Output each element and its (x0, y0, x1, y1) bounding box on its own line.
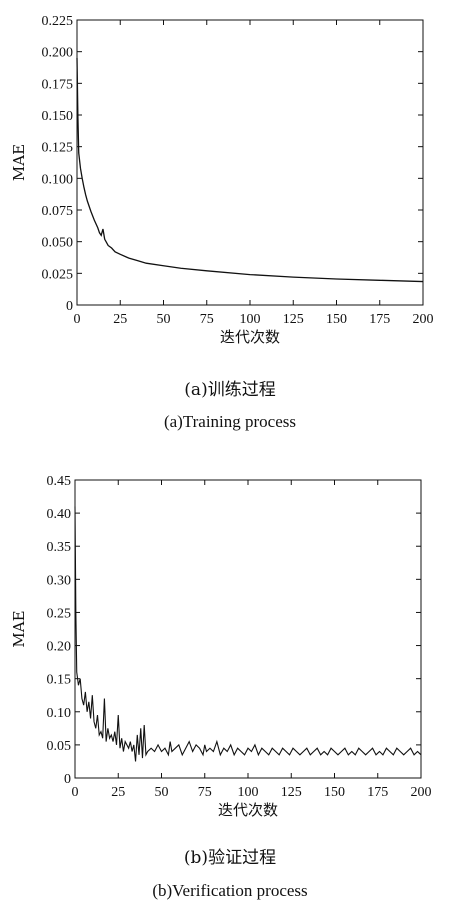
x-tick-label: 200 (413, 312, 434, 327)
y-tick-label: 0.025 (42, 267, 74, 282)
x-tick-label: 150 (326, 312, 347, 327)
x-tick-label: 25 (113, 312, 127, 327)
y-tick-label: 0.20 (47, 640, 72, 655)
y-tick-label: 0.150 (42, 109, 74, 124)
caption-english: (b)Verification process (152, 881, 307, 900)
x-tick-label: 50 (155, 785, 169, 800)
plot-frame (76, 19, 424, 306)
y-axis-label: MAE (10, 610, 28, 647)
y-tick-label: 0.175 (42, 77, 74, 92)
y-tick-label: 0.45 (47, 474, 72, 489)
x-tick-label: 25 (111, 785, 125, 800)
caption-english: (a)Training process (164, 412, 296, 431)
y-axis-ticks: 0 0.025 0.050 0.075 0.100 0.125 0.150 0.175 0.20… (42, 14, 423, 314)
x-tick-label: 200 (411, 785, 432, 800)
y-tick-label: 0.25 (47, 606, 72, 621)
caption-chinese: (b)验证过程 (184, 848, 276, 868)
x-axis-label: 迭代次数 (220, 328, 280, 346)
x-tick-label: 175 (367, 785, 388, 800)
y-tick-label: 0.200 (42, 46, 74, 61)
caption-chinese: (a)训练过程 (184, 380, 275, 400)
x-axis-label: 迭代次数 (218, 801, 278, 819)
x-tick-label: 125 (283, 312, 304, 327)
x-tick-label: 100 (240, 312, 261, 327)
x-tick-label: 150 (324, 785, 345, 800)
y-tick-label: 0.30 (47, 573, 72, 588)
y-tick-label: 0.075 (42, 204, 74, 219)
x-axis-ticks: 0 25 50 75 100 125 150 175 200 (72, 480, 432, 800)
y-tick-label: 0 (66, 299, 73, 314)
y-tick-label: 0.05 (47, 739, 72, 754)
x-tick-label: 75 (200, 312, 214, 327)
y-tick-label: 0.050 (42, 236, 74, 251)
y-tick-label: 0.15 (47, 673, 72, 688)
x-tick-label: 75 (198, 785, 212, 800)
y-tick-label: 0.225 (42, 14, 74, 29)
x-tick-label: 0 (72, 785, 79, 800)
x-tick-label: 175 (369, 312, 390, 327)
y-axis-ticks: 0 0.05 0.10 0.15 0.20 0.25 0.30 0.35 0.40 0.45 (47, 474, 421, 787)
x-tick-label: 50 (157, 312, 171, 327)
x-tick-label: 0 (74, 312, 81, 327)
chart-training: 0 0.025 0.050 0.075 0.100 0.125 0.150 0.175 0.20… (10, 14, 434, 431)
y-tick-label: 0.125 (42, 141, 74, 156)
series-line (76, 57, 424, 283)
series-line (74, 506, 422, 762)
chart-verification: 0 0.05 0.10 0.15 0.20 0.25 0.30 0.35 0.40 0.45 0 2… (10, 474, 432, 900)
y-tick-label: 0.40 (47, 507, 72, 522)
y-tick-label: 0.100 (42, 172, 74, 187)
plot-frame (74, 479, 422, 779)
y-tick-label: 0.10 (47, 706, 72, 721)
x-tick-label: 125 (281, 785, 302, 800)
x-axis-ticks: 0 25 50 75 100 125 150 175 200 (74, 20, 434, 327)
x-tick-label: 100 (238, 785, 259, 800)
y-axis-label: MAE (10, 144, 28, 181)
y-tick-label: 0 (64, 772, 71, 787)
y-tick-label: 0.35 (47, 540, 72, 555)
